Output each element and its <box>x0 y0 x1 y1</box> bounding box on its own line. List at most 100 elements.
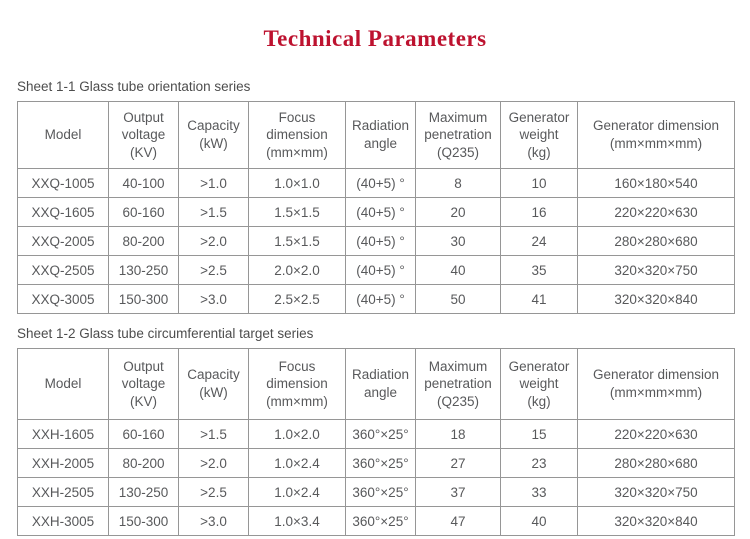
cell-generator-dimension: 220×220×630 <box>577 419 735 449</box>
cell-generator-dimension: 280×280×680 <box>577 226 735 256</box>
sheet-1-2-caption: Sheet 1-2 Glass tube circumferential tar… <box>17 326 314 341</box>
cell-output-voltage: 80-200 <box>108 226 179 256</box>
page-title: Technical Parameters <box>263 26 487 51</box>
cell-max-penetration: 27 <box>415 448 501 478</box>
cell-output-voltage: 40-100 <box>108 168 179 198</box>
table-row: XXQ-3005 150-300 >3.0 2.5×2.5 (40+5) ° 5… <box>17 284 735 314</box>
cell-output-voltage: 60-160 <box>108 419 179 449</box>
cell-model: XXQ-3005 <box>17 284 109 314</box>
cell-generator-dimension: 280×280×680 <box>577 448 735 478</box>
cell-capacity: >2.0 <box>178 226 249 256</box>
cell-radiation-angle: 360°×25° <box>345 448 416 478</box>
cell-output-voltage: 150-300 <box>108 284 179 314</box>
cell-generator-weight: 23 <box>500 448 578 478</box>
cell-generator-weight: 33 <box>500 477 578 507</box>
cell-radiation-angle: (40+5) ° <box>345 284 416 314</box>
cell-capacity: >2.5 <box>178 477 249 507</box>
col-model: Model <box>17 348 109 420</box>
col-max-penetration: Maximum penetration (Q235) <box>415 101 501 169</box>
cell-max-penetration: 8 <box>415 168 501 198</box>
cell-generator-weight: 41 <box>500 284 578 314</box>
cell-model: XXH-1605 <box>17 419 109 449</box>
cell-capacity: >2.5 <box>178 255 249 285</box>
cell-radiation-angle: (40+5) ° <box>345 168 416 198</box>
cell-generator-weight: 24 <box>500 226 578 256</box>
cell-generator-dimension: 320×320×840 <box>577 506 735 536</box>
cell-capacity: >1.0 <box>178 168 249 198</box>
header-row: Model Output voltage (KV) Capacity (kW) … <box>17 348 735 420</box>
cell-capacity: >3.0 <box>178 506 249 536</box>
table-row: XXH-3005 150-300 >3.0 1.0×3.4 360°×25° 4… <box>17 506 735 536</box>
col-radiation-angle: Radiation angle <box>345 101 416 169</box>
cell-max-penetration: 37 <box>415 477 501 507</box>
cell-output-voltage: 80-200 <box>108 448 179 478</box>
cell-max-penetration: 50 <box>415 284 501 314</box>
cell-max-penetration: 40 <box>415 255 501 285</box>
cell-focus-dimension: 1.5×1.5 <box>248 226 346 256</box>
table-row: XXH-2005 80-200 >2.0 1.0×2.4 360°×25° 27… <box>17 448 735 478</box>
cell-model: XXQ-2005 <box>17 226 109 256</box>
table-sheet-1-2: Model Output voltage (KV) Capacity (kW) … <box>17 348 735 536</box>
cell-output-voltage: 130-250 <box>108 255 179 285</box>
col-capacity: Capacity (kW) <box>178 101 249 169</box>
col-model: Model <box>17 101 109 169</box>
cell-generator-weight: 35 <box>500 255 578 285</box>
cell-focus-dimension: 2.5×2.5 <box>248 284 346 314</box>
col-capacity: Capacity (kW) <box>178 348 249 420</box>
table-row: XXQ-1605 60-160 >1.5 1.5×1.5 (40+5) ° 20… <box>17 197 735 227</box>
col-radiation-angle: Radiation angle <box>345 348 416 420</box>
cell-radiation-angle: (40+5) ° <box>345 197 416 227</box>
cell-radiation-angle: 360°×25° <box>345 477 416 507</box>
cell-generator-dimension: 320×320×750 <box>577 477 735 507</box>
cell-output-voltage: 60-160 <box>108 197 179 227</box>
cell-generator-weight: 10 <box>500 168 578 198</box>
col-focus-dimension: Focus dimension (mm×mm) <box>248 348 346 420</box>
table-row: XXH-1605 60-160 >1.5 1.0×2.0 360°×25° 18… <box>17 419 735 449</box>
cell-focus-dimension: 1.5×1.5 <box>248 197 346 227</box>
cell-radiation-angle: (40+5) ° <box>345 255 416 285</box>
header-row: Model Output voltage (KV) Capacity (kW) … <box>17 101 735 169</box>
table-row: XXH-2505 130-250 >2.5 1.0×2.4 360°×25° 3… <box>17 477 735 507</box>
cell-radiation-angle: (40+5) ° <box>345 226 416 256</box>
cell-model: XXH-2505 <box>17 477 109 507</box>
cell-output-voltage: 130-250 <box>108 477 179 507</box>
cell-capacity: >3.0 <box>178 284 249 314</box>
cell-capacity: >2.0 <box>178 448 249 478</box>
cell-focus-dimension: 1.0×2.4 <box>248 477 346 507</box>
col-generator-dimension: Generator dimension (mm×mm×mm) <box>577 348 735 420</box>
cell-generator-weight: 40 <box>500 506 578 536</box>
col-max-penetration: Maximum penetration (Q235) <box>415 348 501 420</box>
sheet-1-1-caption: Sheet 1-1 Glass tube orientation series <box>17 79 251 94</box>
col-generator-weight: Generator weight (kg) <box>500 101 578 169</box>
col-focus-dimension: Focus dimension (mm×mm) <box>248 101 346 169</box>
cell-focus-dimension: 1.0×1.0 <box>248 168 346 198</box>
technical-parameters-page: Technical Parameters Sheet 1-1 Glass tub… <box>0 26 750 536</box>
cell-max-penetration: 30 <box>415 226 501 256</box>
table-row: XXQ-2505 130-250 >2.5 2.0×2.0 (40+5) ° 4… <box>17 255 735 285</box>
cell-output-voltage: 150-300 <box>108 506 179 536</box>
col-generator-weight: Generator weight (kg) <box>500 348 578 420</box>
col-output-voltage: Output voltage (KV) <box>108 101 179 169</box>
cell-focus-dimension: 1.0×2.0 <box>248 419 346 449</box>
cell-generator-dimension: 320×320×840 <box>577 284 735 314</box>
cell-radiation-angle: 360°×25° <box>345 419 416 449</box>
cell-focus-dimension: 1.0×3.4 <box>248 506 346 536</box>
cell-model: XXQ-1605 <box>17 197 109 227</box>
cell-capacity: >1.5 <box>178 419 249 449</box>
table-row: XXQ-1005 40-100 >1.0 1.0×1.0 (40+5) ° 8 … <box>17 168 735 198</box>
cell-focus-dimension: 1.0×2.4 <box>248 448 346 478</box>
col-generator-dimension: Generator dimension (mm×mm×mm) <box>577 101 735 169</box>
cell-focus-dimension: 2.0×2.0 <box>248 255 346 285</box>
table-sheet-1-1: Model Output voltage (KV) Capacity (kW) … <box>17 101 735 314</box>
cell-generator-weight: 16 <box>500 197 578 227</box>
cell-model: XXQ-2505 <box>17 255 109 285</box>
cell-generator-dimension: 160×180×540 <box>577 168 735 198</box>
cell-generator-dimension: 220×220×630 <box>577 197 735 227</box>
cell-capacity: >1.5 <box>178 197 249 227</box>
table-row: XXQ-2005 80-200 >2.0 1.5×1.5 (40+5) ° 30… <box>17 226 735 256</box>
cell-generator-weight: 15 <box>500 419 578 449</box>
cell-max-penetration: 47 <box>415 506 501 536</box>
cell-max-penetration: 20 <box>415 197 501 227</box>
cell-model: XXQ-1005 <box>17 168 109 198</box>
cell-generator-dimension: 320×320×750 <box>577 255 735 285</box>
